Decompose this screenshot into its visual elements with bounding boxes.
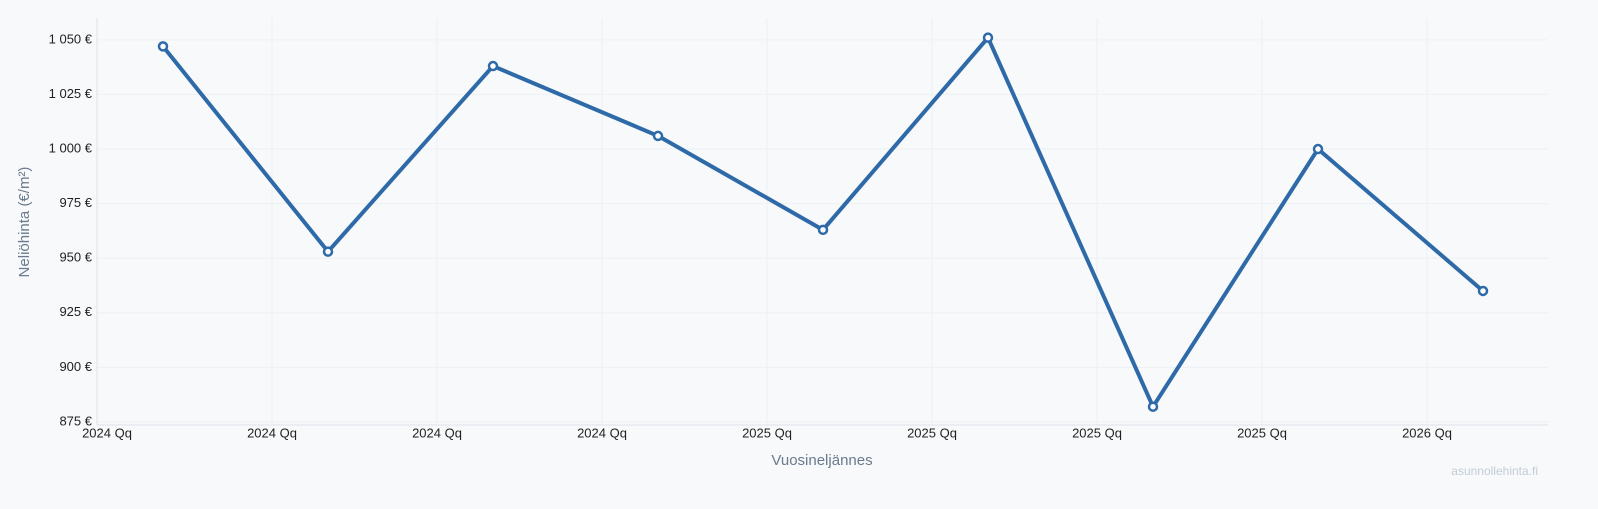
x-tick-label: 2025 Qq — [1237, 425, 1287, 440]
y-tick-label: 1 025 € — [49, 86, 93, 101]
y-tick-label: 925 € — [59, 304, 92, 319]
y-axis-title: Neliöhinta (€/m²) — [16, 167, 33, 278]
line — [161, 35, 1485, 409]
x-axis-title: Vuosineljännes — [771, 452, 872, 469]
x-tick-label: 2025 Qq — [742, 425, 792, 440]
point — [487, 60, 499, 72]
y-tick-label: 950 € — [59, 250, 92, 265]
x-tick-label: 2025 Qq — [907, 425, 957, 440]
x-tick-label: 2024 Qq — [82, 425, 132, 440]
point — [322, 246, 334, 257]
point — [1477, 285, 1489, 297]
point — [652, 130, 664, 142]
point — [157, 41, 169, 52]
y-tick-label: 1 000 € — [49, 140, 93, 155]
x-tick-label: 2024 Qq — [412, 425, 462, 440]
point — [817, 224, 829, 236]
point — [1312, 143, 1324, 155]
watermark: asunnollehinta.fi — [1451, 464, 1538, 478]
x-tick-label: 2025 Qq — [1072, 425, 1122, 440]
y-tick-label: 1 050 € — [49, 31, 93, 46]
x-tick-label: 2024 Qq — [247, 425, 297, 440]
point — [982, 32, 994, 43]
x-tick-label: 2026 Qq — [1402, 425, 1452, 440]
x-tick-label: 2024 Qq — [577, 425, 627, 440]
y-tick-label: 900 € — [59, 359, 92, 374]
y-tick-label: 875 € — [59, 413, 92, 428]
point — [1147, 401, 1159, 412]
y-tick-label: 975 € — [59, 195, 92, 210]
